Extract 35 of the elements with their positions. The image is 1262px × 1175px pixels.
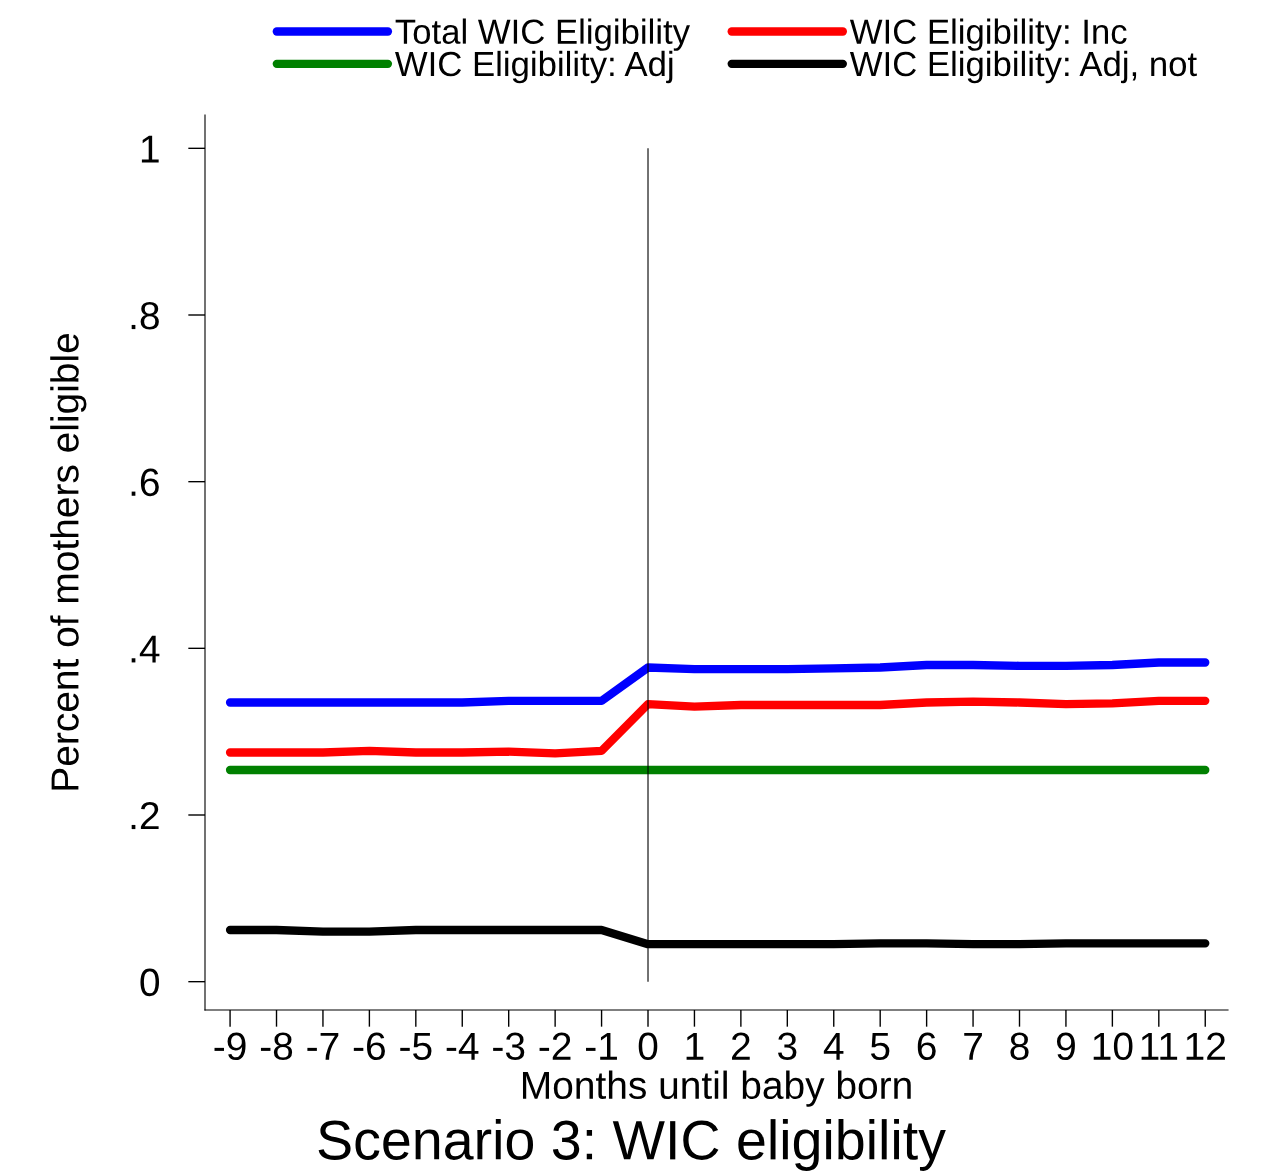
x-tick-label: 7 xyxy=(964,1032,982,1060)
text: Scenario 3: WIC eligibility xyxy=(318,1119,946,1171)
legend-label: WIC Eligibility: Adj, not xyxy=(849,50,1197,84)
y-tick-label: 0 xyxy=(140,968,160,997)
y-tick-label: .2 xyxy=(131,801,159,830)
y-tick-label: .6 xyxy=(131,468,159,497)
x-tick-label: -2 xyxy=(539,1032,571,1060)
x-axis-title: Months until baby born xyxy=(522,1070,911,1107)
x-tick-label: 12 xyxy=(1186,1032,1225,1060)
y-tick-label: .4 xyxy=(131,635,160,663)
y-axis-title: Percent of mothers eligible xyxy=(50,334,87,790)
legend-label: WIC Eligibility: Inc xyxy=(849,18,1127,51)
x-tick-label: 9 xyxy=(1056,1032,1075,1061)
x-tick-label: -5 xyxy=(400,1032,432,1061)
x-tick-label: -6 xyxy=(353,1032,385,1061)
x-tick-label: 1 xyxy=(686,1032,704,1060)
x-tick-label: 5 xyxy=(870,1032,890,1061)
x-tick-label: 3 xyxy=(777,1032,797,1061)
x-tick-label: 2 xyxy=(732,1032,750,1060)
y-tick-label: 1 xyxy=(141,135,159,163)
x-tick-label: -1 xyxy=(586,1032,617,1060)
x-tick-label: 0 xyxy=(638,1032,658,1061)
x-tick-label: -9 xyxy=(214,1032,246,1061)
x-tick-label: 8 xyxy=(1010,1032,1029,1061)
x-tick-label: -4 xyxy=(446,1032,479,1060)
x-tick-label: 11 xyxy=(1141,1032,1178,1060)
x-tick-label: -7 xyxy=(307,1032,339,1060)
x-tick-label: -3 xyxy=(493,1032,525,1061)
legend-label: Total WIC Eligibility xyxy=(395,18,690,51)
x-tick-label: 6 xyxy=(917,1032,936,1061)
x-tick-label: 4 xyxy=(823,1032,844,1060)
y-tick-label: .8 xyxy=(131,301,159,330)
legend-label: WIC Eligibility: Adj xyxy=(395,50,673,84)
x-tick-label: 10 xyxy=(1093,1032,1133,1061)
x-tick-label: -8 xyxy=(260,1032,293,1061)
